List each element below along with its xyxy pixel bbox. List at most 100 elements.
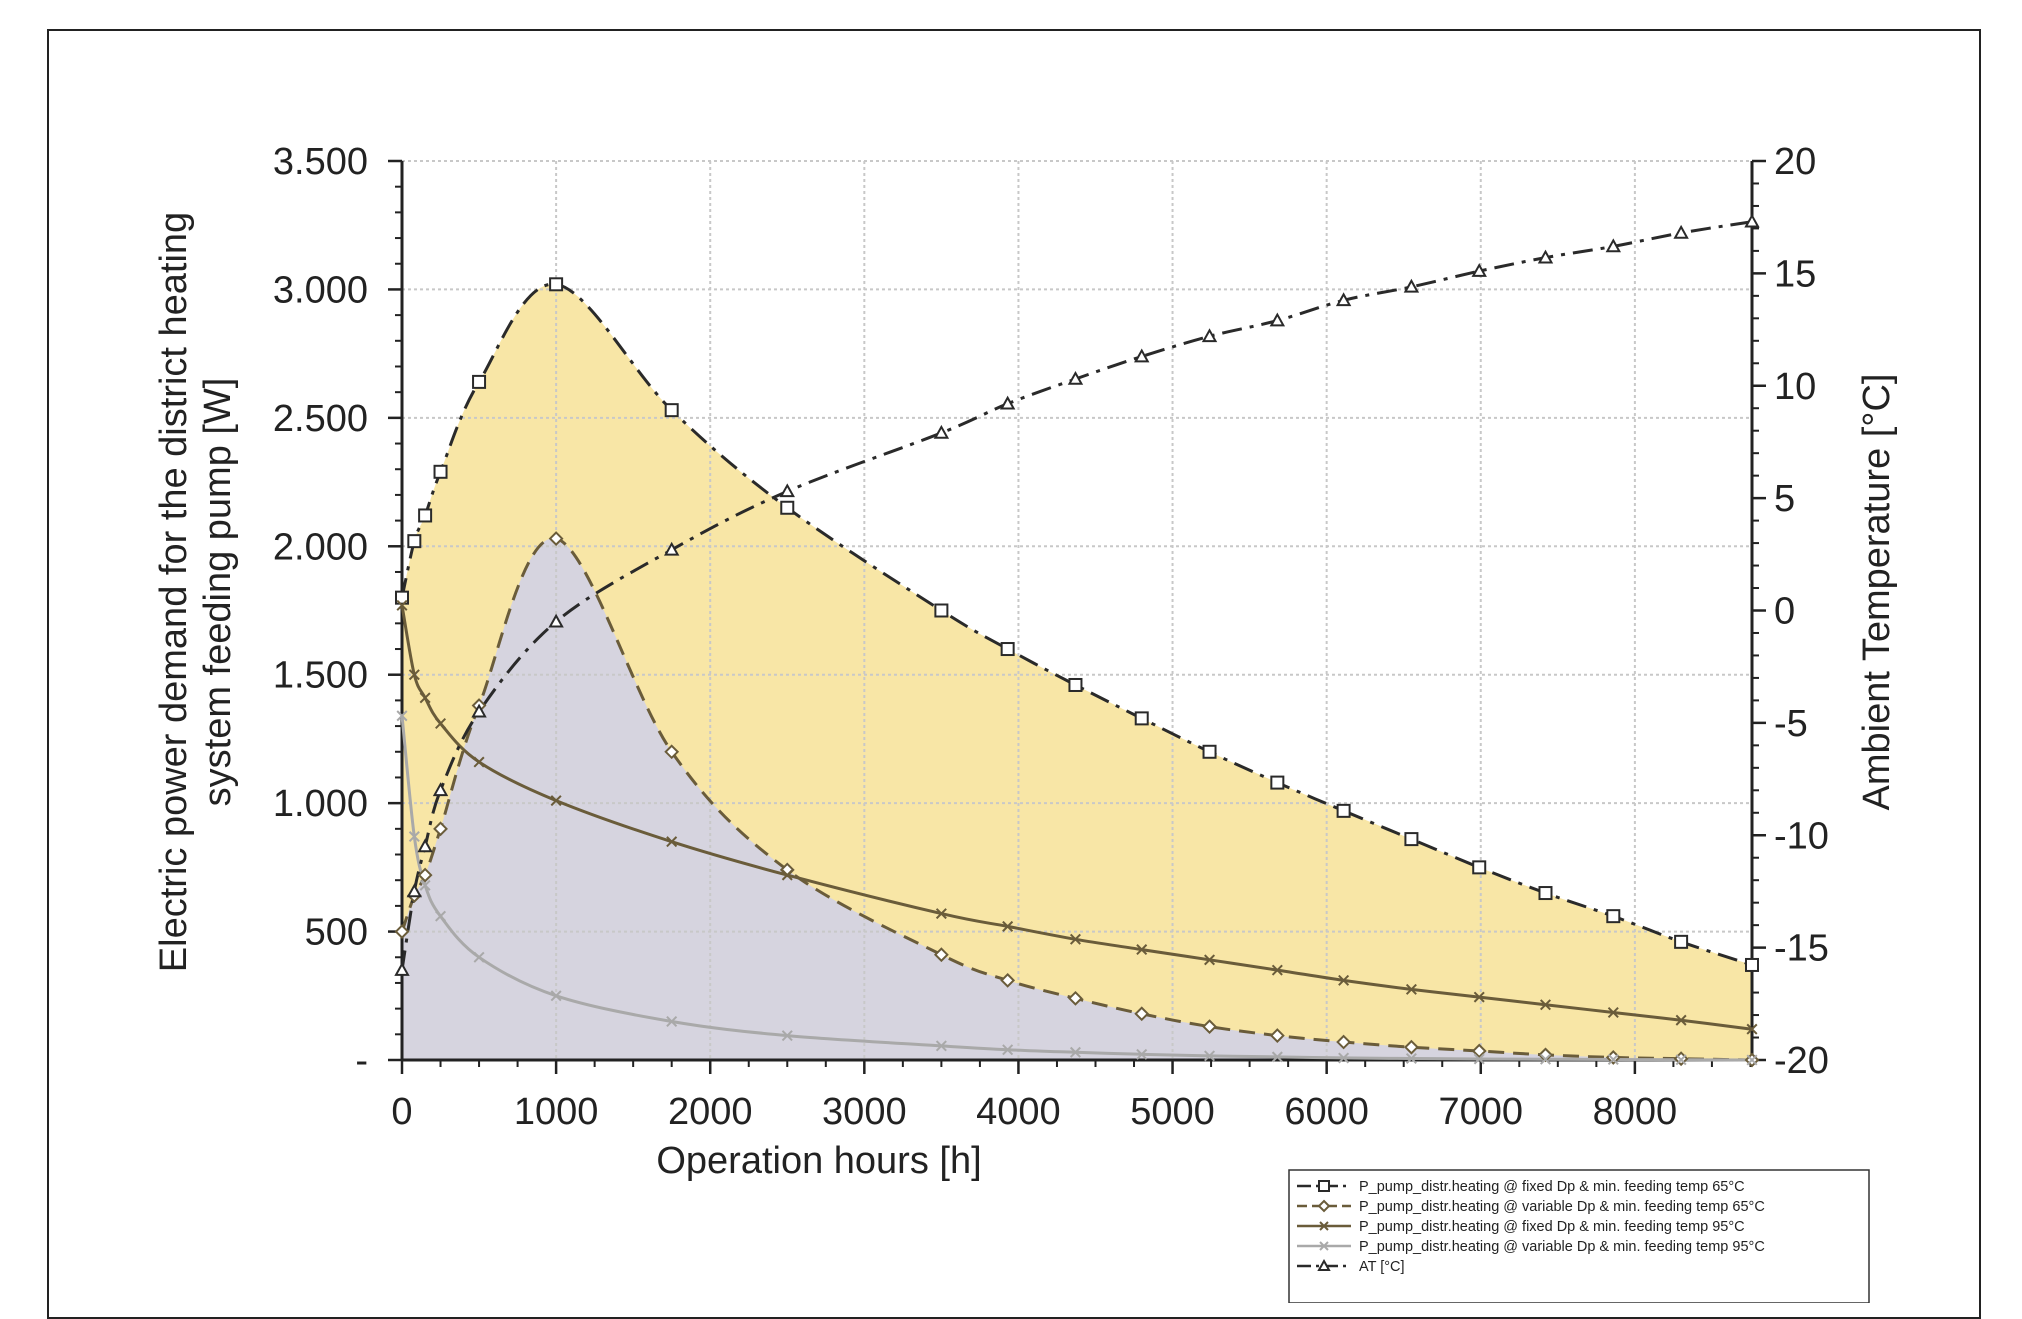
x-tick-label: 3000 <box>822 1091 907 1133</box>
data-point-marker <box>934 603 949 618</box>
data-point-marker <box>435 718 447 730</box>
legend-entry-label: P_pump_distr.heating @ fixed Dp & min. f… <box>1359 1219 1745 1235</box>
data-point-marker <box>473 756 485 768</box>
data-point-marker <box>1746 1054 1758 1066</box>
data-point-marker <box>779 483 795 498</box>
data-point-marker <box>549 277 564 292</box>
data-point-marker <box>1538 886 1553 901</box>
data-point-marker <box>1134 711 1149 726</box>
legend-box <box>1288 1169 1870 1303</box>
legend: P_pump_distr.heating @ fixed Dp & min. f… <box>1288 1169 1870 1303</box>
data-point-marker <box>999 395 1016 410</box>
data-point-marker <box>396 599 408 611</box>
data-point-marker <box>1270 775 1285 790</box>
data-point-marker <box>1471 1043 1487 1059</box>
data-point-marker <box>1403 278 1420 293</box>
series-markers <box>394 213 1760 1068</box>
data-point-marker <box>433 821 448 837</box>
data-point-marker <box>433 464 448 479</box>
data-point-marker <box>472 374 487 389</box>
series-line-0 <box>400 282 1753 967</box>
legend-entry-label: P_pump_distr.heating @ variable Dp & min… <box>1359 1239 1765 1255</box>
data-point-marker <box>1336 1034 1352 1050</box>
y-axis-title-line-2: system feeding pump [W] <box>197 378 239 807</box>
data-point-marker <box>1404 1039 1419 1055</box>
data-point-marker <box>408 669 420 681</box>
x-tick-label: 7000 <box>1438 1091 1523 1133</box>
x-tick-label: 5000 <box>1130 1091 1215 1133</box>
data-point-marker <box>933 947 949 963</box>
data-point-marker <box>1746 1023 1758 1035</box>
y2-tick-label: 5 <box>1774 478 1795 520</box>
data-point-marker <box>550 795 562 807</box>
data-point-marker <box>394 924 410 939</box>
data-point-marker <box>395 590 409 605</box>
data-point-marker <box>1068 990 1083 1006</box>
data-point-marker <box>432 782 449 797</box>
fill-areas <box>402 284 1752 1060</box>
data-point-marker <box>664 744 680 760</box>
legend-entry-label: AT [°C] <box>1359 1259 1405 1275</box>
data-point-marker <box>550 990 562 1002</box>
y2-tick-label: -15 <box>1774 928 1829 970</box>
data-point-marker <box>548 613 564 628</box>
x-tick-label: 4000 <box>976 1091 1061 1133</box>
data-point-marker <box>1338 974 1350 986</box>
data-point-marker <box>1002 1044 1014 1056</box>
data-point-marker <box>1405 983 1417 995</box>
data-point-marker <box>1539 999 1551 1011</box>
data-point-marker <box>1335 292 1352 307</box>
series-line-3 <box>400 715 1753 1062</box>
data-point-marker <box>1539 1053 1551 1065</box>
data-point-marker <box>408 831 420 843</box>
data-point-marker <box>666 1015 678 1027</box>
data-point-marker <box>1134 348 1150 363</box>
data-point-marker <box>666 836 678 848</box>
data-point-marker <box>1271 1051 1283 1063</box>
data-point-marker <box>1068 677 1083 692</box>
legend-swatch-marker <box>1319 1221 1329 1231</box>
x-tick-label: 2000 <box>668 1091 753 1133</box>
data-point-marker <box>1000 972 1016 988</box>
y2-tick-label: 10 <box>1774 366 1816 408</box>
y2-tick-label: 0 <box>1774 591 1795 633</box>
area-fill-1 <box>402 538 1752 1060</box>
data-point-marker <box>664 403 679 418</box>
y2-tick-label: -10 <box>1774 815 1829 857</box>
data-point-marker <box>1202 744 1217 759</box>
data-point-marker <box>471 703 487 718</box>
data-point-marker <box>1606 909 1621 924</box>
legend-swatch-marker <box>1318 1180 1330 1192</box>
y-tick-label: 500 <box>305 912 368 954</box>
data-point-marker <box>548 531 564 546</box>
series-line-2 <box>400 605 1753 1031</box>
data-point-marker <box>1607 1006 1619 1018</box>
data-point-marker <box>1537 249 1554 264</box>
data-point-marker <box>417 867 433 883</box>
data-point-marker <box>1471 263 1487 277</box>
y-tick-label: 1.000 <box>273 783 368 825</box>
legend-swatch-marker <box>1319 1241 1329 1251</box>
data-point-marker <box>406 883 423 898</box>
data-point-marker <box>396 710 408 722</box>
legend-entry-label: P_pump_distr.heating @ fixed Dp & min. f… <box>1359 1179 1745 1195</box>
legend-swatch-marker <box>1317 1258 1331 1271</box>
y-tick-label: 2.000 <box>273 526 368 568</box>
y-tick-label: 1.500 <box>273 655 368 697</box>
data-point-marker <box>935 1040 947 1052</box>
data-point-marker <box>1067 370 1084 385</box>
data-point-marker <box>1269 1028 1285 1044</box>
x-tick-label: 8000 <box>1593 1091 1678 1133</box>
grid-lines <box>402 160 1752 1060</box>
data-point-marker <box>1675 1014 1687 1026</box>
y2-tick-label: 20 <box>1774 141 1816 183</box>
y-tick-label: 2.500 <box>273 398 368 440</box>
y2-tick-label: -20 <box>1774 1040 1829 1082</box>
y2-axis-title: Ambient Temperature [°C] <box>1856 374 1898 811</box>
data-point-marker <box>1473 1053 1485 1065</box>
data-point-marker <box>1204 1050 1216 1062</box>
data-point-marker <box>1744 213 1760 228</box>
data-point-marker <box>1136 1048 1148 1060</box>
data-point-marker <box>1201 328 1218 343</box>
data-point-marker <box>417 838 433 853</box>
